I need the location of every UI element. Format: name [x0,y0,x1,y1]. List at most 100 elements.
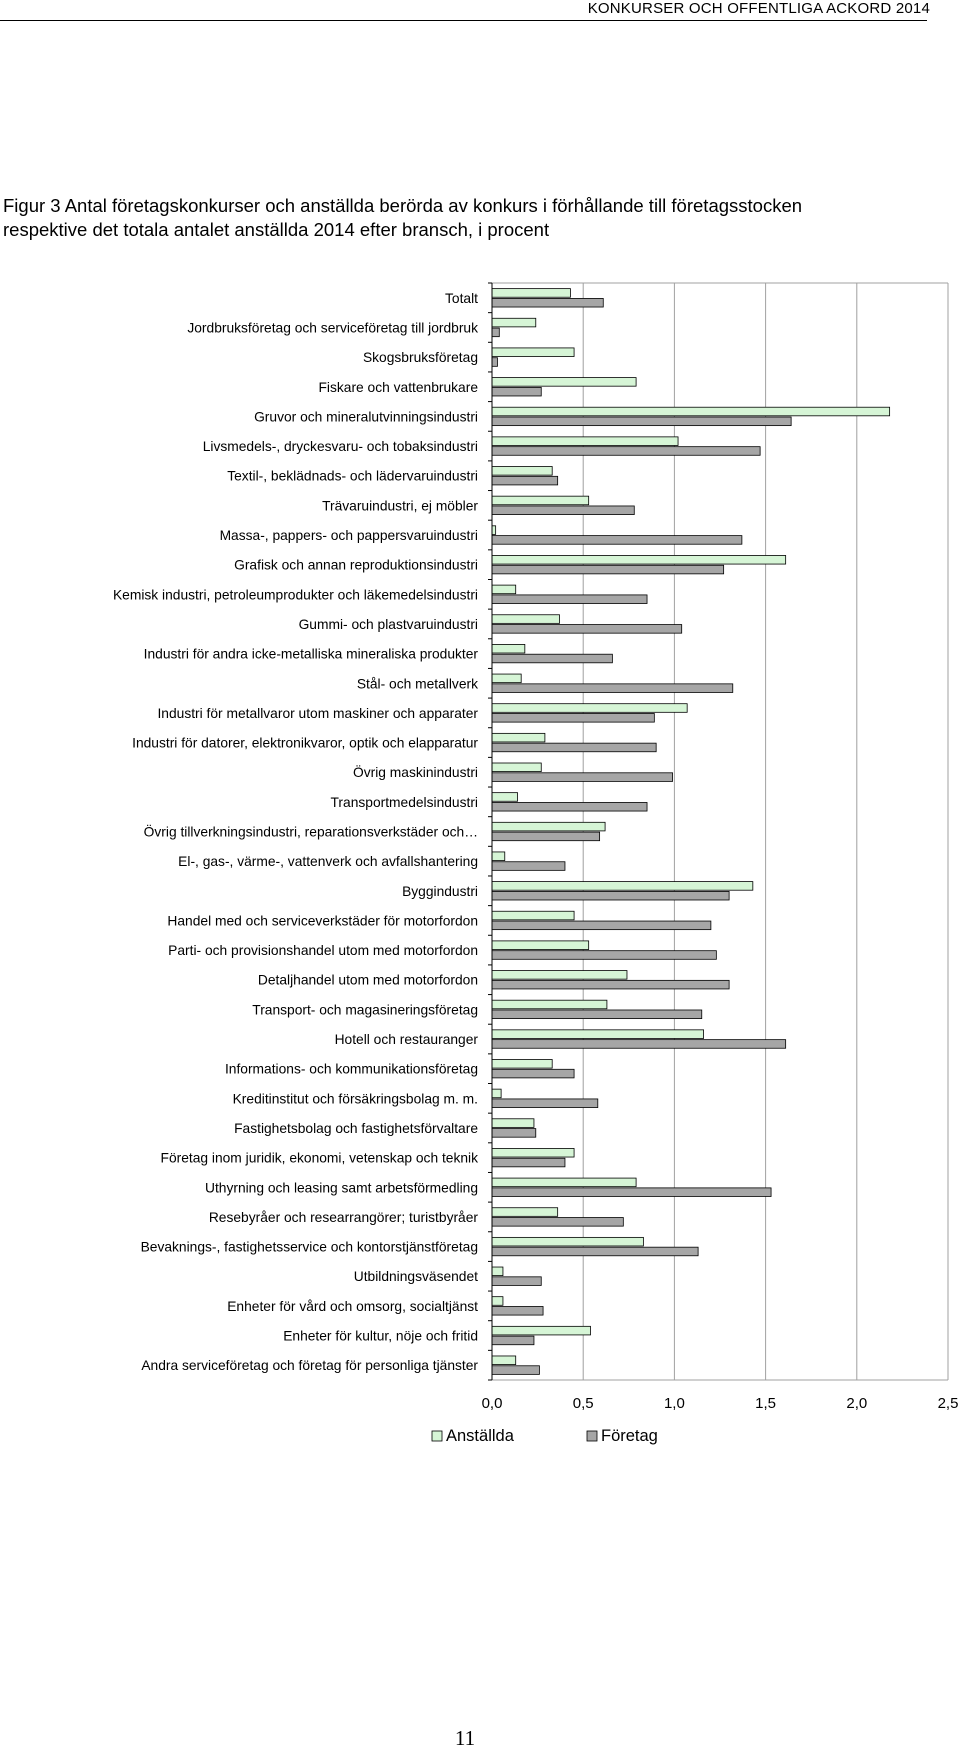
category-label: Industri för metallvaror utom maskiner o… [157,706,478,721]
category-label: Byggindustri [402,884,478,899]
category-label: Övrig maskinindustri [353,763,478,780]
bar-anstallda [491,1029,704,1039]
bar-anstallda [491,377,637,387]
x-tick-labels: 0,0 0,5 1,0 1,5 2,0 2,5 [482,1395,959,1412]
bar-foretag [491,357,498,367]
bar-foretag [491,772,673,782]
bar-foretag [491,1098,599,1108]
bar-foretag [491,446,761,456]
x-tick-label: 1,0 [664,1395,685,1412]
bar-foretag [491,298,604,308]
x-tick-label: 1,5 [755,1395,776,1412]
x-tick-label: 0,0 [482,1395,503,1412]
bar-foretag [491,416,792,427]
category-label: Industri för datorer, elektronikvaror, o… [132,736,478,751]
category-label: Totalt [445,291,478,306]
category-label: Jordbruksföretag och serviceföretag till… [187,320,478,335]
bar-anstallda [491,406,891,417]
category-label: Enheter för vård och omsorg, socialtjäns… [227,1299,478,1314]
bar-anstallda [491,1266,504,1277]
bar-anstallda [491,317,537,328]
category-label: Detaljhandel utom med motorfordon [258,973,478,988]
bar-anstallda [491,288,571,298]
bar-foretag [491,653,613,664]
category-label: Enheter för kultur, nöje och fritid [283,1329,478,1344]
category-label: Uthyrning och leasing samt arbetsförmedl… [205,1180,478,1195]
bar-foretag [491,1217,624,1227]
category-label: El-, gas-, värme-, vattenverk och avfall… [178,854,478,869]
bar-foretag [491,535,743,545]
category-label: Fastighetsbolag och fastighetsförvaltare [234,1121,478,1136]
bar-anstallda [491,910,575,921]
bar-anstallda [491,821,606,832]
bar-anstallda [491,436,679,446]
running-header: KONKURSER OCH OFFENTLIGA ACKORD 2014 [587,0,930,17]
bar-anstallda [491,1118,535,1128]
category-label: Fiskare och vattenbrukare [318,380,478,395]
gridlines [492,282,949,1381]
x-tick-label: 0,5 [573,1395,594,1412]
bar-anstallda [491,673,522,684]
bar-foretag [491,920,712,931]
category-label: Handel med och serviceverkstäder för mot… [167,913,478,928]
bar-anstallda [491,940,590,950]
category-label: Hotell och restauranger [335,1032,479,1047]
page-number: 11 [454,1726,476,1750]
bar-anstallda [491,1296,504,1306]
bar-foretag [491,861,566,871]
bar-foretag [491,1365,540,1375]
bar-foretag [491,1335,535,1346]
bar-anstallda [491,1088,502,1099]
legend-label-anstallda: Anställda [446,1427,515,1445]
bars [491,288,891,1375]
bar-anstallda [491,614,560,624]
bar-anstallda [491,703,688,713]
bar-anstallda [491,881,754,891]
axes [488,282,493,1381]
x-tick-label: 2,0 [846,1395,867,1412]
category-labels: Totalt Jordbruksföretag och serviceföreta… [113,291,478,1373]
header-rule [0,20,927,21]
bar-anstallda [491,1177,637,1188]
bar-foretag [491,950,717,960]
legend-swatch-anstallda [431,1430,443,1442]
bar-foretag [491,564,725,575]
bar-foretag [491,1187,772,1197]
figure-caption-line-2: respektive det totala antalet anställda … [3,219,550,240]
bar-anstallda [491,1059,553,1069]
category-label: Informations- och kommunikationsföretag [225,1062,478,1077]
bar-anstallda [491,347,575,357]
bar-foretag [491,802,648,812]
bar-foretag [491,979,730,990]
category-label: Grafisk och annan reproduktionsindustri [234,558,478,573]
category-label: Utbildningsväsendet [354,1269,478,1284]
bar-anstallda [491,999,608,1010]
bar-foretag [491,624,683,634]
bar-foretag [491,1306,544,1316]
category-label: Textil-, beklädnads- och lädervaruindust… [227,469,478,484]
category-label: Skogsbruksföretag [363,350,478,365]
bar-foretag [491,386,542,397]
bar-anstallda [491,466,553,476]
bar-anstallda [491,555,787,565]
category-label: Industri för andra icke-metalliska miner… [144,647,479,662]
bar-foretag [491,831,601,842]
figure-caption-line-1: Figur 3 Antal företagskonkurser och anst… [3,195,803,216]
bar-foretag [491,1009,703,1019]
category-label: Företag inom juridik, ekonomi, vetenskap… [161,1151,479,1166]
figure-caption: Figur 3 Antal företagskonkurser och anst… [3,194,903,242]
bar-anstallda [491,792,518,802]
bar-anstallda [491,732,546,743]
bar-anstallda [491,584,517,595]
bar-foretag [491,683,734,693]
bar-anstallda [491,1236,644,1247]
bar-foretag [491,1068,575,1079]
bar-foretag [491,594,648,604]
bar-foretag [491,890,730,901]
category-label: Stål- och metallverk [357,676,478,691]
bar-anstallda [491,1207,559,1217]
bar-anstallda [491,525,497,535]
bar-foretag [491,1128,537,1138]
bar-chart: Totalt Jordbruksföretag och serviceföreta… [113,282,959,1445]
category-label: Parti- och provisionshandel utom med mot… [168,943,478,958]
